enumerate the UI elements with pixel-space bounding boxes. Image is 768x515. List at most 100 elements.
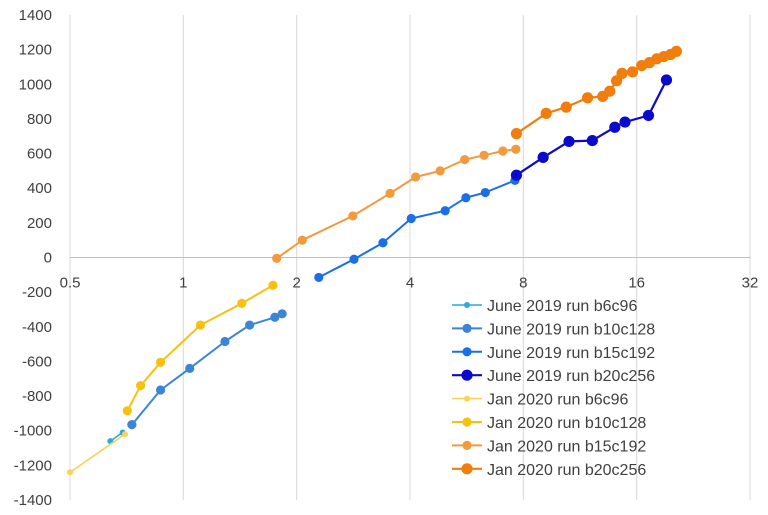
data-point: [586, 134, 598, 147]
y-tick-label: -800: [22, 388, 52, 405]
data-point: [237, 298, 247, 309]
x-tick-label: 0.5: [60, 275, 81, 292]
data-point: [349, 254, 359, 264]
data-point: [348, 211, 358, 221]
data-point: [411, 172, 421, 182]
y-tick-label: -600: [22, 353, 52, 370]
y-tick-label: -1000: [14, 423, 52, 440]
data-point: [510, 128, 523, 140]
legend-label: June 2019 run b20c256: [487, 368, 655, 385]
data-point: [155, 357, 166, 367]
legend-label: June 2019 run b10c128: [487, 321, 655, 338]
series: [122, 280, 278, 416]
data-point: [626, 66, 639, 78]
x-tick-label: 32: [742, 275, 759, 292]
data-point: [670, 45, 682, 57]
data-point: [67, 469, 73, 476]
data-point: [563, 135, 575, 148]
legend-marker: [462, 440, 472, 450]
series: [510, 45, 682, 140]
data-point: [122, 431, 129, 438]
y-tick-label: 1200: [19, 42, 52, 59]
y-tick-label: 800: [27, 111, 52, 128]
y-tick-label: -1200: [14, 457, 52, 474]
legend-label: Jan 2020 run b15c192: [487, 438, 646, 455]
y-tick-label: -400: [22, 319, 52, 336]
data-point: [619, 116, 631, 128]
data-point: [609, 121, 621, 133]
y-tick-label: 400: [27, 180, 52, 197]
legend-label: Jan 2020 run b6c96: [487, 392, 629, 409]
data-point: [660, 74, 673, 86]
data-point: [560, 101, 572, 113]
data-point: [498, 146, 508, 156]
data-point: [195, 320, 205, 330]
series: [510, 74, 673, 181]
series-line: [69, 433, 126, 473]
data-point: [245, 320, 255, 330]
x-tick-label: 1: [179, 275, 187, 292]
data-point: [297, 235, 307, 245]
data-point: [406, 213, 416, 224]
legend-label: Jan 2020 run b10c128: [487, 415, 646, 432]
data-point: [604, 85, 616, 97]
x-tick-label: 8: [519, 275, 527, 292]
data-point: [479, 150, 489, 160]
data-point: [642, 109, 655, 122]
data-point: [378, 238, 388, 248]
y-tick-label: -1400: [14, 492, 52, 509]
legend-marker: [461, 463, 473, 475]
y-tick-label: 200: [27, 215, 52, 232]
data-point: [435, 166, 445, 176]
series: [67, 431, 129, 476]
series-line: [126, 284, 274, 412]
data-point: [581, 92, 594, 104]
legend: June 2019 run b6c96 June 2019 run b10c128…: [452, 298, 655, 479]
legend-item: June 2019 run b15c192: [452, 345, 655, 362]
series: [107, 429, 126, 445]
data-point: [440, 206, 450, 216]
y-tick-label: -200: [22, 284, 52, 301]
axes: 0.5 1 2 4 8 16 32 -1400 -1200 -1000 -800 -600 -400 -2…: [14, 7, 759, 509]
legend-label: June 2019 run b6c96: [487, 298, 637, 315]
x-tick-label: 16: [628, 275, 645, 292]
legend-marker: [464, 395, 470, 402]
data-point: [135, 381, 146, 391]
legend-item: June 2019 run b6c96: [452, 298, 637, 315]
data-point: [510, 169, 523, 181]
series-line: [276, 148, 516, 260]
legend-item: June 2019 run b10c128: [452, 321, 655, 338]
legend-item: June 2019 run b20c256: [452, 368, 655, 385]
x-tick-label: 4: [406, 275, 414, 292]
data-point: [272, 253, 282, 263]
data-point: [277, 309, 287, 319]
y-tick-label: 1000: [19, 76, 52, 93]
legend-item: Jan 2020 run b6c96: [452, 392, 629, 409]
data-point: [511, 144, 521, 154]
series: [314, 175, 520, 283]
y-tick-label: 600: [27, 146, 52, 163]
data-point: [270, 312, 280, 322]
data-point: [220, 336, 230, 347]
x-tick-label: 2: [292, 275, 300, 292]
legend-item: Jan 2020 run b15c192: [452, 438, 646, 455]
legend-marker: [462, 417, 472, 427]
legend-marker: [464, 302, 470, 308]
data-point: [540, 107, 552, 119]
data-point: [155, 385, 166, 395]
legend-item: Jan 2020 run b10c128: [452, 415, 646, 432]
data-point: [461, 193, 471, 203]
data-point: [127, 420, 137, 430]
data-series: [67, 45, 682, 476]
series: [272, 144, 521, 263]
data-point: [185, 363, 195, 373]
data-point: [537, 151, 549, 163]
series: [127, 309, 287, 430]
legend-item: Jan 2020 run b20c256: [452, 462, 646, 479]
legend-marker: [462, 347, 472, 357]
data-point: [460, 155, 470, 165]
legend-marker: [462, 323, 472, 333]
legend-label: Jan 2020 run b20c256: [487, 462, 646, 479]
data-point: [385, 188, 395, 199]
